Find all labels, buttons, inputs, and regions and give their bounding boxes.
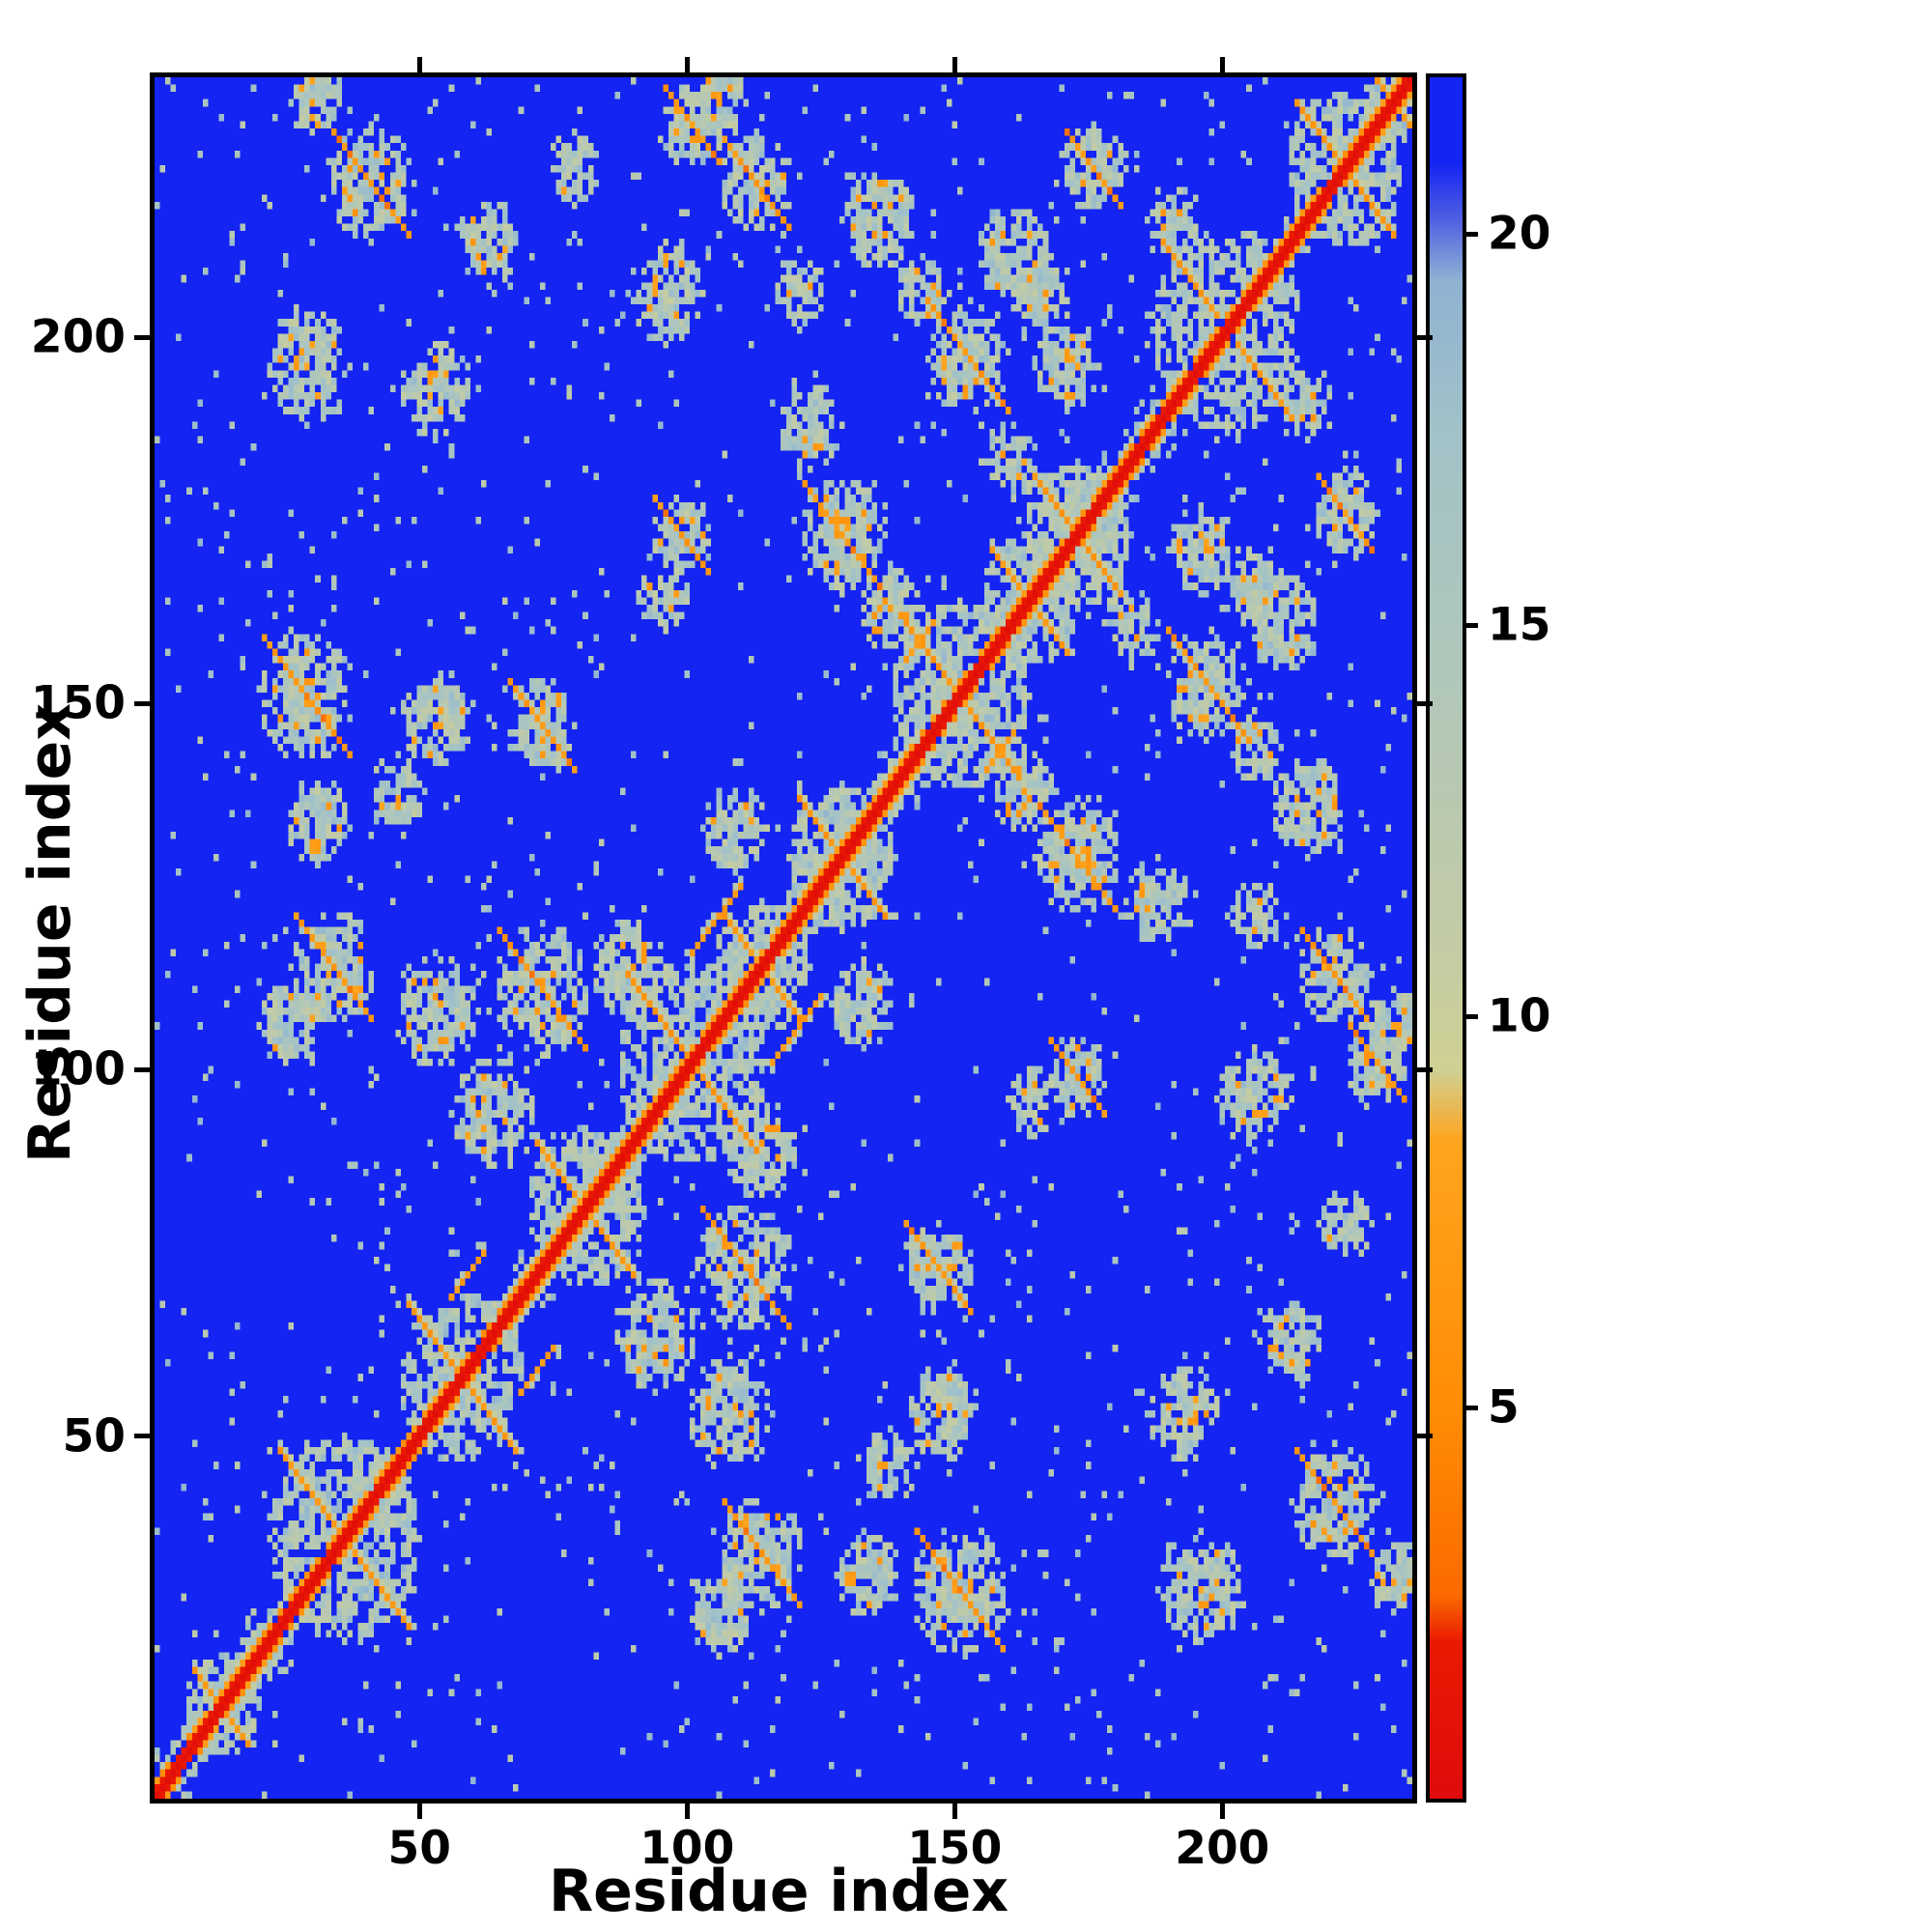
x-tick-mark-top-150	[952, 57, 957, 72]
y-tick-label-150: 150	[30, 676, 126, 730]
colorbar-tick-label-10: 10	[1488, 989, 1551, 1043]
colorbar-tick-label-15: 15	[1488, 598, 1551, 652]
colorbar-gradient	[1430, 77, 1463, 1799]
y-tick-mark-left-50	[134, 1434, 150, 1439]
x-tick-label-50: 50	[387, 1822, 451, 1875]
colorbar	[1426, 73, 1466, 1803]
x-tick-label-150: 150	[907, 1822, 1003, 1875]
y-tick-mark-left-200	[134, 334, 150, 340]
heatmap-plot-area	[150, 72, 1417, 1804]
y-tick-label-50: 50	[62, 1409, 126, 1463]
x-tick-mark-top-50	[416, 57, 422, 72]
y-tick-mark-right-50	[1417, 1434, 1433, 1439]
colorbar-tick-mark-5	[1466, 1405, 1478, 1410]
x-tick-mark-bottom-150	[952, 1804, 957, 1819]
colorbar-tick-mark-15	[1466, 622, 1478, 628]
y-tick-mark-right-200	[1417, 334, 1433, 340]
x-tick-mark-top-200	[1219, 57, 1225, 72]
y-tick-label-100: 100	[30, 1042, 126, 1096]
residue-distance-heatmap	[155, 77, 1412, 1799]
y-tick-mark-left-150	[134, 700, 150, 706]
y-tick-label-200: 200	[30, 310, 126, 364]
colorbar-tick-mark-20	[1466, 231, 1478, 237]
x-tick-mark-top-100	[684, 57, 690, 72]
x-tick-label-200: 200	[1175, 1822, 1270, 1875]
y-tick-mark-right-100	[1417, 1066, 1433, 1072]
x-axis-title: Residue index	[548, 1858, 1009, 1925]
y-tick-mark-left-100	[134, 1066, 150, 1072]
colorbar-tick-mark-10	[1466, 1013, 1478, 1019]
colorbar-tick-label-20: 20	[1488, 207, 1551, 261]
x-tick-mark-bottom-100	[684, 1804, 690, 1819]
x-tick-mark-bottom-200	[1219, 1804, 1225, 1819]
x-tick-label-100: 100	[639, 1822, 735, 1875]
y-tick-mark-right-150	[1417, 700, 1433, 706]
x-tick-mark-bottom-50	[416, 1804, 422, 1819]
colorbar-tick-label-5: 5	[1488, 1380, 1520, 1435]
